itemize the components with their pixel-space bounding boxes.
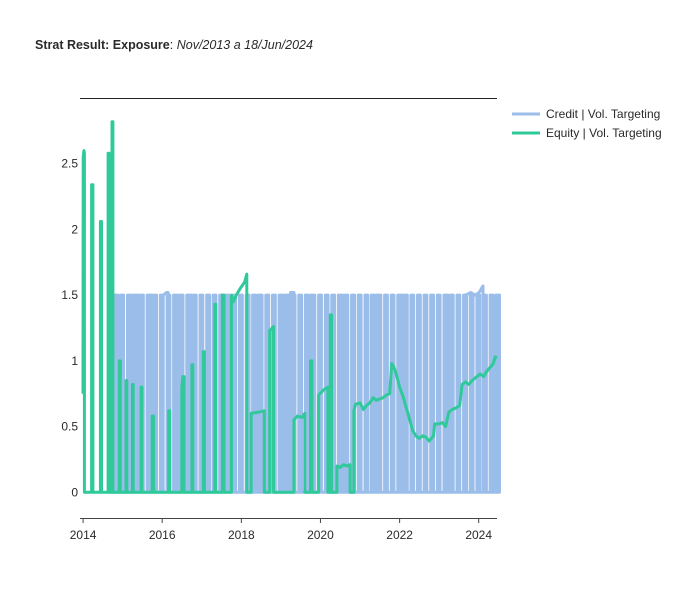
y-tick-label: 1 <box>71 354 78 368</box>
y-tick-label: 2 <box>71 222 78 236</box>
x-tick-label: 2016 <box>149 528 176 542</box>
y-tick-label: 0 <box>71 485 78 499</box>
legend[interactable]: Credit | Vol. Targeting Equity | Vol. Tar… <box>512 107 662 140</box>
y-tick-label: 2.5 <box>61 157 78 171</box>
chart-title-separator: : <box>169 38 177 52</box>
legend-label-credit: Credit | Vol. Targeting <box>546 107 660 121</box>
x-tick-label: 2014 <box>70 528 97 542</box>
x-tick-label: 2022 <box>386 528 413 542</box>
x-tick-label: 2024 <box>465 528 492 542</box>
x-tick-label: 2018 <box>228 528 255 542</box>
chart-title-period: Nov/2013 a 18/Jun/2024 <box>176 38 313 52</box>
x-axis-ticks: 2014 2016 2018 2020 2022 2024 <box>70 518 492 542</box>
y-tick-label: 1.5 <box>61 288 78 302</box>
x-tick-label: 2020 <box>307 528 334 542</box>
y-tick-label: 0.5 <box>61 420 78 434</box>
legend-label-equity: Equity | Vol. Targeting <box>546 126 662 140</box>
series-layer <box>81 120 501 494</box>
series-line-equity <box>81 120 498 494</box>
chart-title: Strat Result: Exposure: Nov/2013 a 18/Ju… <box>35 38 313 52</box>
y-axis-ticks: 0 0.5 1 1.5 2 2.5 <box>61 157 78 500</box>
chart-title-bold: Strat Result: Exposure <box>35 38 170 52</box>
